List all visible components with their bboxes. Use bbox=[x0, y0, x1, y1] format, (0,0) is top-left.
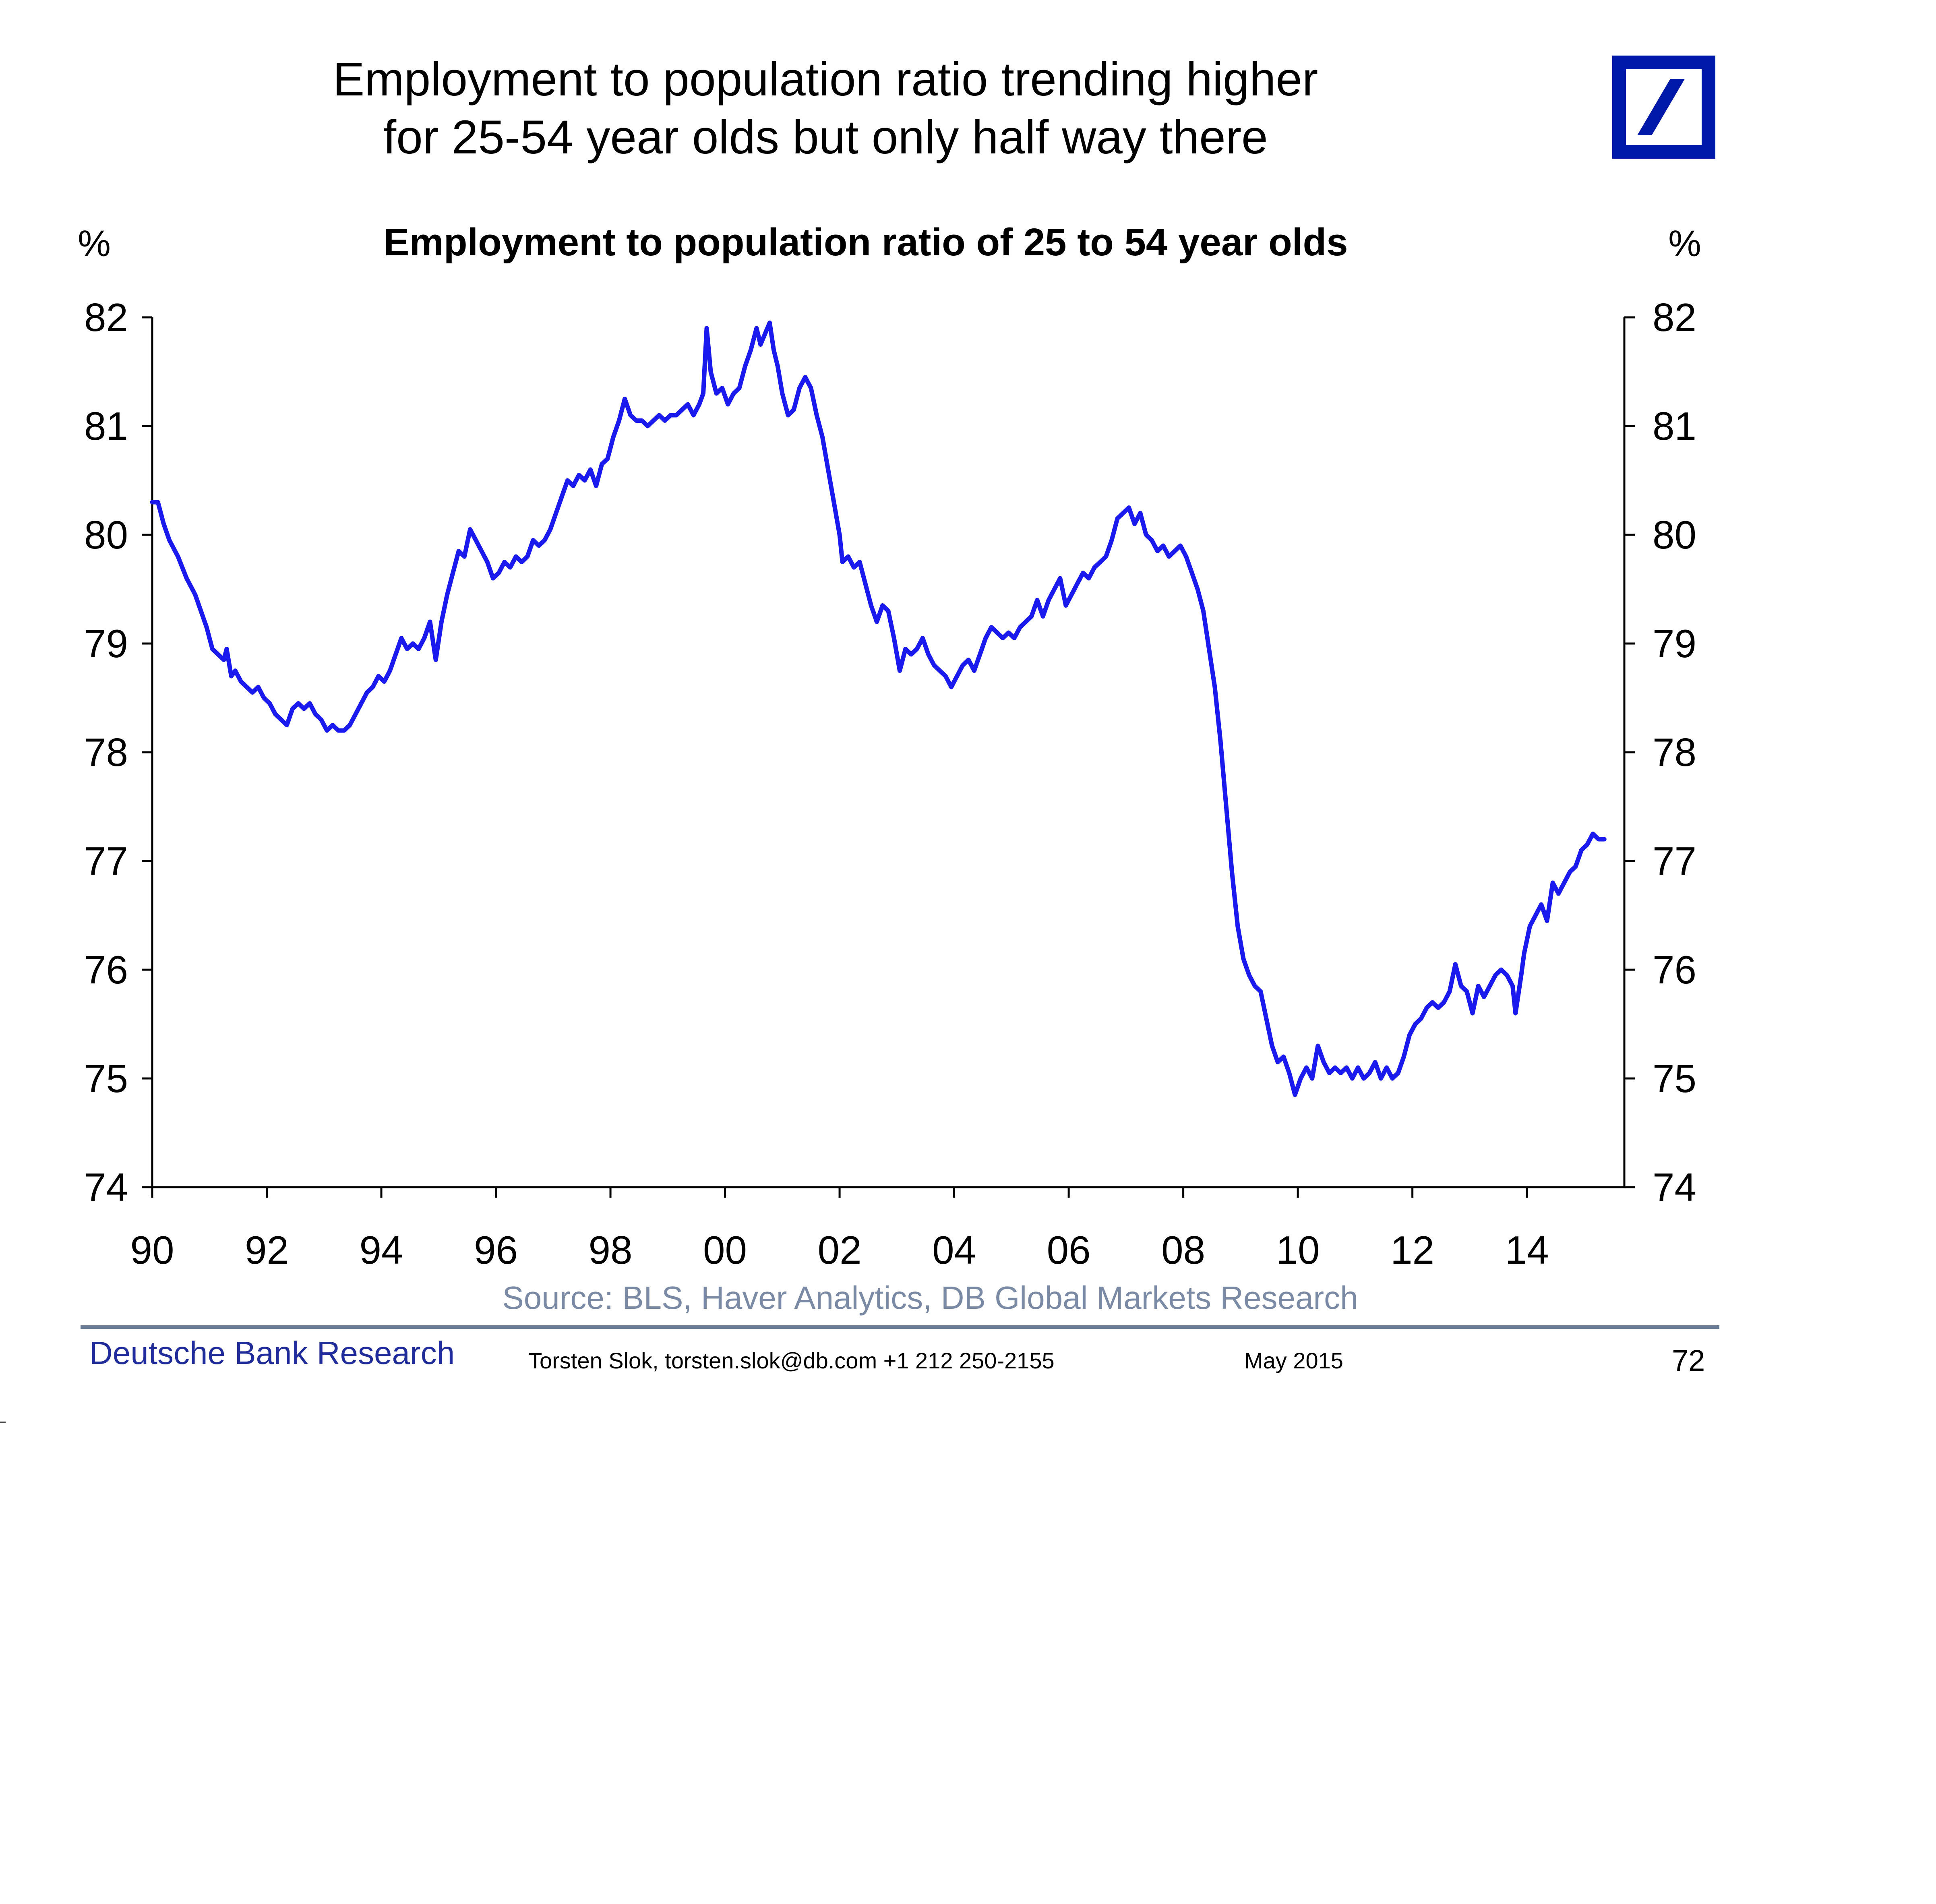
x-tick-label: 00 bbox=[703, 1228, 747, 1272]
x-axis: 90 92 94 96 98 00 02 04 06 08 10 12 14 bbox=[130, 1187, 1549, 1272]
chart-title: Employment to population ratio of 25 to … bbox=[384, 221, 1348, 264]
y-axis-right: 74 75 76 77 78 79 80 81 82 bbox=[1624, 295, 1696, 1209]
y-tick-label-left: 77 bbox=[84, 839, 128, 883]
x-tick-label: 92 bbox=[245, 1228, 289, 1272]
y-tick-label-right: 80 bbox=[1653, 513, 1696, 557]
slide-title-line-1: Employment to population ratio trending … bbox=[333, 53, 1318, 106]
y-tick-label-left: 81 bbox=[84, 404, 128, 448]
y-tick-label-left: 80 bbox=[84, 513, 128, 557]
x-tick-label: 12 bbox=[1390, 1228, 1434, 1272]
y-tick-label-left: 82 bbox=[84, 295, 128, 339]
y-axis-unit-left: % bbox=[78, 223, 111, 264]
y-tick-label-left: 76 bbox=[84, 948, 128, 992]
chart-source: Source: BLS, Haver Analytics, DB Global … bbox=[502, 1280, 1358, 1316]
y-tick-label-left: 79 bbox=[84, 621, 128, 666]
y-tick-label-right: 81 bbox=[1653, 404, 1696, 448]
y-tick-label-right: 75 bbox=[1653, 1056, 1696, 1101]
chart-series bbox=[150, 321, 1607, 1097]
x-tick-label: 04 bbox=[932, 1228, 976, 1272]
x-tick-label: 08 bbox=[1161, 1228, 1205, 1272]
y-axis-unit-right: % bbox=[1668, 223, 1701, 264]
x-tick-label: 10 bbox=[1276, 1228, 1320, 1272]
y-tick-label-right: 76 bbox=[1653, 948, 1696, 992]
y-tick-label-left: 75 bbox=[84, 1056, 128, 1101]
footer-page-number: 72 bbox=[1672, 1344, 1705, 1377]
y-tick-label-left: 78 bbox=[84, 730, 128, 774]
x-tick-label: 94 bbox=[360, 1228, 403, 1272]
y-tick-label-right: 74 bbox=[1653, 1165, 1696, 1209]
slide-title-line-2: for 25-54 year olds but only half way th… bbox=[383, 111, 1268, 164]
y-tick-label-right: 77 bbox=[1653, 839, 1696, 883]
footer-divider bbox=[81, 1325, 1719, 1329]
y-tick-label-left: 74 bbox=[84, 1165, 128, 1209]
stray-mark bbox=[0, 1422, 6, 1423]
footer-date: May 2015 bbox=[1244, 1348, 1343, 1373]
series-line bbox=[150, 321, 1607, 1097]
x-tick-label: 02 bbox=[818, 1228, 862, 1272]
y-tick-label-right: 82 bbox=[1653, 295, 1696, 339]
x-tick-label: 06 bbox=[1047, 1228, 1091, 1272]
x-tick-label: 90 bbox=[130, 1228, 174, 1272]
deutsche-bank-logo-icon bbox=[1612, 56, 1715, 159]
x-tick-label: 96 bbox=[474, 1228, 518, 1272]
x-tick-label: 14 bbox=[1505, 1228, 1549, 1272]
footer-author-contact: Torsten Slok, torsten.slok@db.com +1 212… bbox=[528, 1348, 1055, 1373]
x-tick-label: 98 bbox=[589, 1228, 633, 1272]
footer-bank-name: Deutsche Bank Research bbox=[89, 1335, 455, 1371]
y-tick-label-right: 78 bbox=[1653, 730, 1696, 774]
y-tick-label-right: 79 bbox=[1653, 621, 1696, 666]
line-chart: Employment to population ratio of 25 to … bbox=[78, 221, 1701, 1316]
y-axis-left: 74 75 76 77 78 79 80 81 82 bbox=[84, 295, 152, 1209]
